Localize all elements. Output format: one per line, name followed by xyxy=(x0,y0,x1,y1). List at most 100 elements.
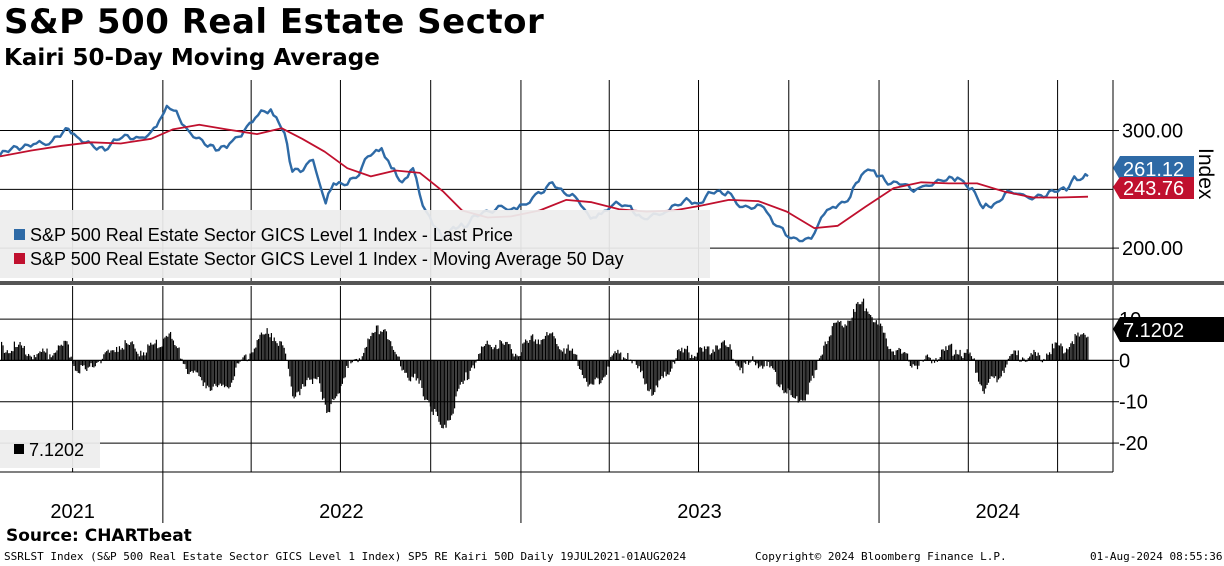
kairi-bar-274 xyxy=(390,341,392,361)
kairi-bar-582 xyxy=(827,340,829,361)
kairi-bar-331 xyxy=(471,360,473,368)
kairi-bar-690 xyxy=(980,360,982,386)
kairi-bar-620 xyxy=(881,326,883,361)
kairi-bar-164 xyxy=(233,360,236,377)
kairi-bar-368 xyxy=(523,342,525,361)
kairi-bar-156 xyxy=(222,360,224,385)
kairi-bar-170 xyxy=(242,357,244,361)
kairi-bar-470 xyxy=(668,360,670,375)
kairi-bar-603 xyxy=(857,302,859,361)
kairi-bar-484 xyxy=(688,352,690,361)
kairi-bar-720 xyxy=(1023,358,1025,361)
kairi-bar-389 xyxy=(553,336,555,361)
kairi-bar-610 xyxy=(867,311,869,361)
kairi-bar-643 xyxy=(914,360,916,366)
kairi-bar-757 xyxy=(1075,335,1078,361)
kairi-bar-236 xyxy=(336,360,338,397)
kairi-bar-264 xyxy=(375,325,378,361)
legend-swatch-ma xyxy=(14,253,25,264)
kairi-bar-140 xyxy=(199,360,201,377)
kairi-bar-345 xyxy=(490,347,493,361)
kairi-bar-412 xyxy=(586,360,588,382)
kairi-bar-549 xyxy=(780,360,782,385)
kairi-bar-629 xyxy=(894,354,896,361)
kairi-bar-466 xyxy=(662,360,664,378)
kairi-bar-728 xyxy=(1034,352,1036,361)
kairi-bar-715 xyxy=(1016,355,1018,361)
kairi-bar-181 xyxy=(258,338,260,361)
kairi-bar-444 xyxy=(631,360,633,364)
kairi-bar-150 xyxy=(214,360,216,384)
kairi-bar-694 xyxy=(986,360,988,385)
kairi-bar-597 xyxy=(848,320,850,361)
kairi-bar-417 xyxy=(593,360,595,385)
kairi-bar-598 xyxy=(850,320,852,361)
kairi-bar-545 xyxy=(774,360,777,372)
kairi-bar-134 xyxy=(191,360,193,372)
kairi-bar-34 xyxy=(49,354,51,361)
ma-last-tag: 243.76 xyxy=(1113,177,1194,200)
kairi-bar-701 xyxy=(996,360,998,383)
kairi-bar-215 xyxy=(306,360,308,381)
kairi-bar-578 xyxy=(821,354,823,361)
kairi-bar-119 xyxy=(169,331,172,361)
kairi-bar-605 xyxy=(860,304,862,361)
kairi-bar-2 xyxy=(3,352,6,361)
kairi-bar-551 xyxy=(783,360,785,394)
kairi-bar-324 xyxy=(461,360,463,382)
kairi-bar-198 xyxy=(282,345,284,361)
kairi-bar-710 xyxy=(1009,356,1011,361)
kairi-bar-563 xyxy=(800,360,802,400)
price-last-tag: 261.12 xyxy=(1113,156,1194,181)
kairi-bar-624 xyxy=(887,346,889,361)
kairi-bar-202 xyxy=(287,360,290,369)
kairi-bar-482 xyxy=(685,349,687,361)
kairi-bar-452 xyxy=(642,360,645,379)
kairi-bar-566 xyxy=(804,360,806,401)
kairi-bar-63 xyxy=(90,360,92,364)
kairi-bar-131 xyxy=(187,360,189,374)
kairi-bar-116 xyxy=(165,335,167,361)
kairi-bar-428 xyxy=(608,360,610,367)
kairi-bar-465 xyxy=(661,360,663,377)
kairi-bar-593 xyxy=(843,327,845,361)
kairi-bar-270 xyxy=(384,329,386,361)
chart-title: S&P 500 Real Estate Sector xyxy=(4,2,545,42)
kairi-bar-522 xyxy=(742,360,744,374)
kairi-bar-1 xyxy=(2,345,4,361)
kairi-bar-218 xyxy=(310,360,312,380)
kairi-bar-678 xyxy=(963,352,965,361)
kairi-bar-391 xyxy=(556,343,558,361)
kairi-bar-350 xyxy=(498,348,500,361)
kairi-bar-341 xyxy=(485,343,487,361)
kairi-bar-304 xyxy=(432,360,434,416)
kairi-bar-493 xyxy=(701,347,703,361)
kairi-bar-500 xyxy=(711,353,713,361)
kairi-bar-94 xyxy=(134,348,136,361)
kairi-bar-474 xyxy=(674,360,676,364)
kairi-bar-233 xyxy=(331,360,334,400)
kairi-bar-69 xyxy=(98,360,101,361)
kairi-bar-479 xyxy=(681,347,683,361)
kairi-bar-630 xyxy=(895,350,897,361)
kairi-bar-634 xyxy=(901,353,903,361)
kairi-bar-543 xyxy=(772,360,774,369)
kairi-bar-114 xyxy=(162,338,165,361)
kairi-bar-450 xyxy=(640,360,642,373)
kairi-bar-526 xyxy=(747,360,750,365)
kairi-bar-689 xyxy=(979,360,981,385)
kairi-bar-706 xyxy=(1003,360,1005,373)
kairi-bar-216 xyxy=(307,360,309,378)
lower-ytick-label-3: -20 xyxy=(1119,433,1148,455)
kairi-bar-644 xyxy=(915,360,917,366)
kairi-bar-321 xyxy=(456,360,459,392)
kairi-bar-631 xyxy=(897,350,899,361)
kairi-bar-403 xyxy=(573,353,575,361)
kairi-bar-328 xyxy=(466,360,468,381)
kairi-bar-265 xyxy=(377,325,379,361)
kairi-bar-449 xyxy=(638,360,640,367)
kairi-bar-184 xyxy=(262,334,264,361)
kairi-bar-518 xyxy=(736,360,738,366)
kairi-bar-649 xyxy=(922,360,924,362)
kairi-bar-287 xyxy=(408,360,410,381)
